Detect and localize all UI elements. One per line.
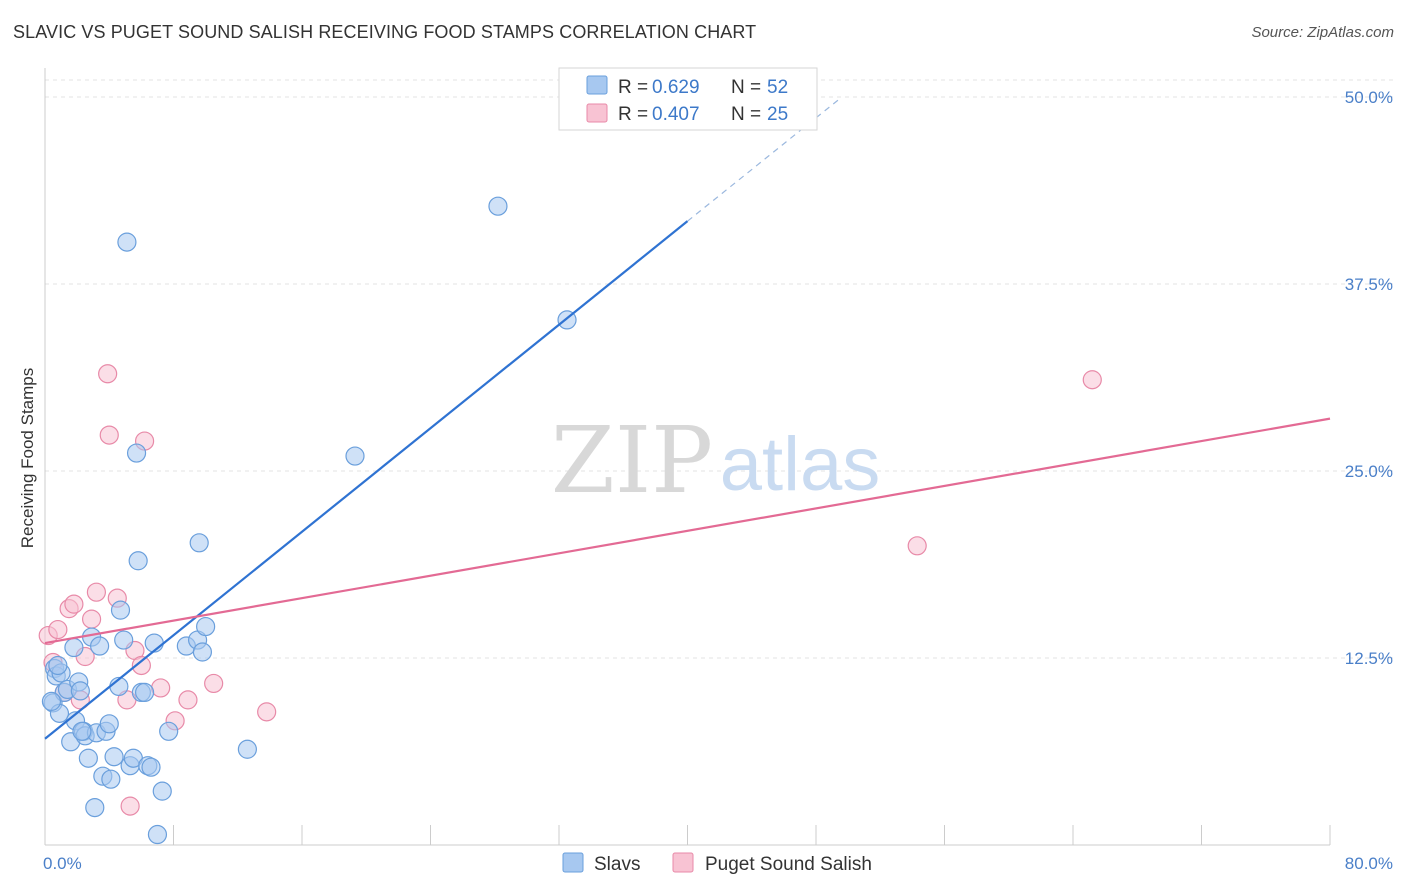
salish-point-2 [48, 619, 68, 640]
slavs-point-42 [189, 533, 209, 553]
legend-slavs-r-label: R = [618, 77, 648, 98]
slavs-point-11 [70, 681, 90, 701]
salish-point-22 [257, 702, 277, 722]
slavs-point-44 [196, 616, 216, 637]
legend-salish-r-value: 0.407 [652, 104, 700, 125]
slavs-point-23 [104, 747, 124, 767]
slavs-point-39 [159, 721, 179, 741]
slavs-point-45 [237, 739, 257, 759]
slavs-point-47 [488, 196, 508, 216]
watermark: ZIP atlas [551, 407, 880, 514]
slavs-point-33 [134, 682, 155, 703]
salish-point-9 [86, 582, 107, 602]
legend-salish-r-label: R = [618, 104, 648, 125]
legend-salish-n-value: 25 [767, 104, 788, 125]
slavs-point-46 [345, 446, 365, 466]
salish-point-14 [120, 796, 140, 816]
slavs-point-8 [64, 637, 84, 658]
slavs-point-43 [192, 642, 213, 662]
slavs-point-26 [114, 630, 134, 650]
grid-lines [45, 79, 1395, 659]
salish-trend-line [44, 417, 1331, 645]
slavs-point-37 [147, 824, 168, 845]
slavs-point-50 [48, 655, 68, 676]
salish-point-18 [151, 678, 171, 698]
x-tick-label-min: 0.0% [43, 854, 82, 873]
bottom-legend-swatch-salish [672, 852, 694, 873]
salish-point-5 [64, 594, 84, 614]
watermark-zip: ZIP [551, 407, 713, 514]
salish-point-10 [98, 364, 118, 384]
slavs-point-38 [152, 781, 172, 801]
salish-point-11 [99, 425, 119, 445]
slavs-point-22 [101, 769, 121, 789]
legend-slavs-n-value: 52 [767, 77, 788, 98]
y-tick-label-1: 25.0% [1345, 462, 1393, 481]
legend-series: Slavs Puget Sound Salish [562, 852, 872, 875]
y-tick-label-2: 37.5% [1345, 275, 1393, 294]
slavs-trend-line [44, 220, 689, 740]
slavs-point-35 [141, 757, 161, 777]
axes [44, 68, 1331, 846]
salish-point-8 [81, 609, 102, 629]
bottom-legend-swatch-slavs [562, 852, 584, 873]
legend-salish-n-label: N = [731, 104, 761, 125]
slavs-point-31 [128, 551, 148, 571]
slavs-point-21 [99, 714, 119, 734]
salish-point-23 [907, 536, 927, 556]
slavs-point-49 [41, 691, 62, 711]
legend-stats: R = 0.629 N = 52 R = 0.407 N = 25 [558, 67, 818, 131]
slavs-point-18 [90, 636, 110, 656]
x-tick-label-max: 80.0% [1345, 854, 1393, 873]
y-tick-label-3: 50.0% [1345, 88, 1393, 107]
slavs-point-25 [110, 600, 131, 620]
y-axis-title: Receiving Food Stamps [18, 368, 37, 548]
source-label: Source: ZipAtlas.com [1251, 24, 1394, 41]
trend-lines [44, 98, 1331, 740]
slavs-point-51 [72, 721, 92, 741]
tick-labels: 12.5% 25.0% 37.5% 50.0% 0.0% 80.0% [43, 88, 1393, 873]
slavs-point-30 [126, 443, 147, 463]
y-tick-label-0: 12.5% [1345, 649, 1393, 668]
series-slavs-points [41, 196, 577, 845]
bottom-legend-slavs: Slavs [594, 854, 640, 875]
bottom-legend-salish: Puget Sound Salish [705, 854, 872, 875]
slavs-point-36 [144, 633, 164, 653]
salish-point-16 [131, 655, 151, 676]
legend-slavs-r-value: 0.629 [652, 77, 700, 98]
salish-point-24 [1082, 370, 1102, 390]
chart-title: SLAVIC VS PUGET SOUND SALISH RECEIVING F… [13, 22, 757, 42]
watermark-atlas: atlas [720, 422, 881, 507]
slavs-point-27 [117, 232, 137, 252]
legend-slavs-n-label: N = [731, 77, 761, 98]
slavs-point-14 [78, 748, 98, 768]
legend-swatch-slavs [586, 75, 608, 95]
salish-point-20 [178, 690, 198, 710]
slavs-point-16 [85, 797, 105, 818]
salish-point-21 [204, 673, 224, 694]
legend-swatch-salish [586, 103, 608, 123]
